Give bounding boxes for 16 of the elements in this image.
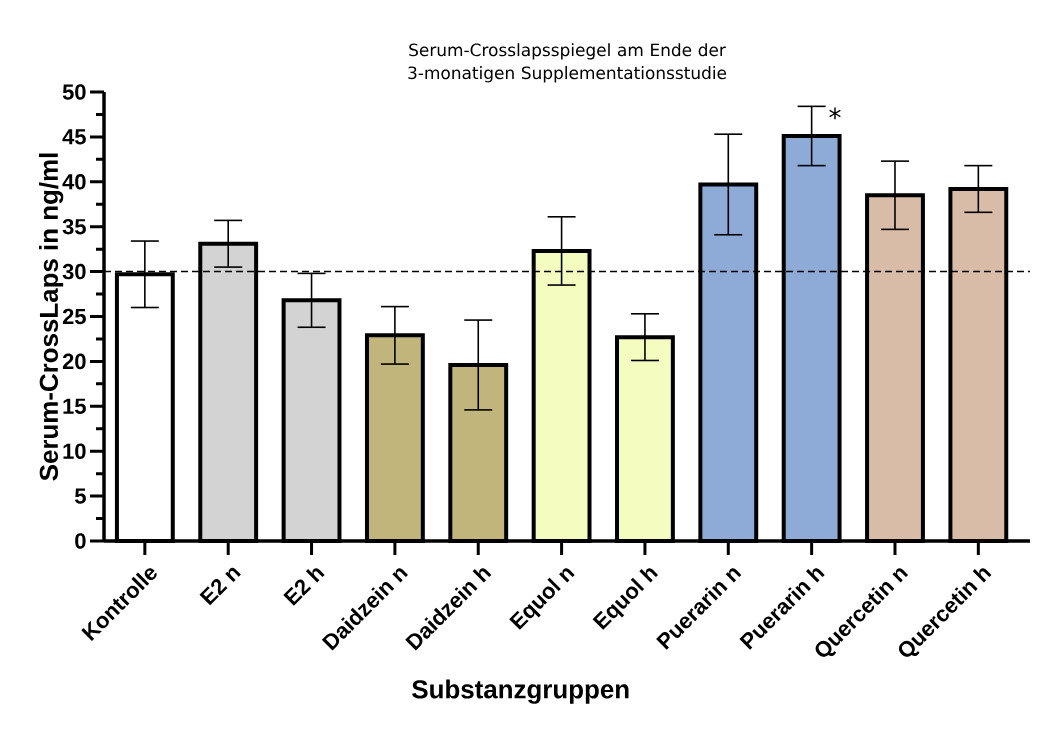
y-tick-label: 15: [63, 398, 86, 414]
y-tick-label: 25: [62, 308, 86, 325]
y-tick-label: 45: [62, 129, 86, 145]
y-tick-label: 40: [62, 174, 86, 190]
y-tick-label: 30: [62, 263, 86, 280]
y-tick-label: 35: [62, 218, 86, 235]
y-tick-label: 50: [62, 84, 86, 100]
x-tick-label: E2 n: [199, 567, 241, 606]
y-tick-label: 20: [62, 353, 86, 370]
x-tick-label: E2 h: [283, 568, 325, 606]
y-tick-label: 5: [74, 488, 86, 504]
x-axis-title: Substanzgruppen: [412, 679, 629, 704]
y-tick-label: 0: [75, 533, 86, 549]
annotation: *: [829, 107, 841, 120]
chart-title: Serum-Crosslapsspiegel am Ende der 3-monatigen Supplementationsstudie: [408, 43, 727, 83]
y-tick-label: 10: [63, 443, 86, 459]
